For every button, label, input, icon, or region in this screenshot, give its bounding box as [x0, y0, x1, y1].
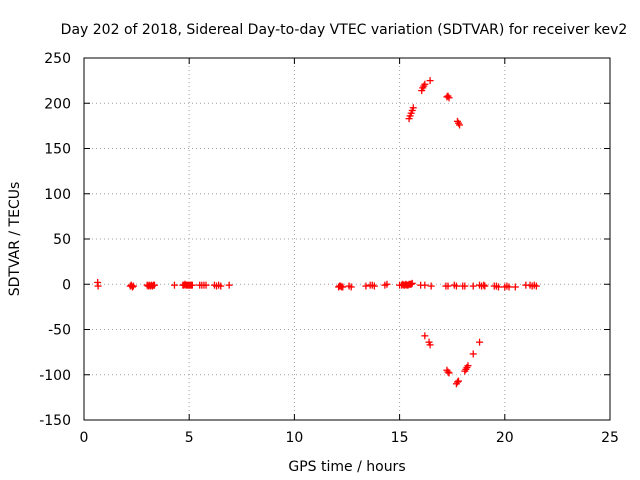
- y-tick-label: 150: [44, 142, 71, 158]
- data-point: [421, 281, 429, 289]
- chart-title: Day 202 of 2018, Sidereal Day-to-day VTE…: [61, 22, 628, 38]
- data-point: [129, 282, 137, 290]
- data-point: [128, 283, 136, 291]
- y-tick-label: 200: [44, 96, 71, 112]
- data-point: [225, 281, 233, 289]
- x-tick-label: 20: [496, 430, 514, 446]
- data-point: [427, 282, 435, 290]
- data-point: [464, 362, 472, 370]
- data-point: [445, 94, 453, 102]
- data-point: [494, 283, 502, 291]
- data-point: [170, 281, 178, 289]
- data-point: [476, 338, 484, 346]
- data-point: [347, 283, 355, 291]
- data-point: [421, 80, 429, 88]
- data-point: [445, 369, 453, 377]
- data-point: [453, 378, 461, 386]
- data-point: [362, 282, 370, 290]
- data-point: [150, 281, 158, 289]
- data-point: [469, 282, 477, 290]
- x-tick-label: 10: [285, 430, 303, 446]
- data-point: [480, 281, 488, 289]
- data-point: [426, 77, 434, 85]
- x-tick-label: 5: [185, 430, 194, 446]
- data-point: [532, 282, 540, 290]
- data-point: [383, 280, 391, 288]
- data-point: [455, 377, 463, 385]
- x-tick-label: 0: [80, 430, 89, 446]
- data-point: [408, 279, 416, 287]
- x-tick-label: 15: [391, 430, 409, 446]
- y-tick-label: 50: [53, 232, 71, 248]
- data-point: [505, 283, 513, 291]
- y-tick-label: -50: [48, 323, 71, 339]
- y-tick-label: 100: [44, 187, 71, 203]
- data-point: [202, 281, 210, 289]
- x-axis-label: GPS time / hours: [288, 459, 405, 475]
- y-tick-label: -150: [39, 413, 71, 429]
- data-point: [461, 282, 469, 290]
- y-tick-label: 0: [62, 277, 71, 293]
- data-point: [481, 282, 489, 290]
- x-tick-label: 25: [601, 430, 619, 446]
- y-tick-label: -100: [39, 368, 71, 384]
- data-point: [407, 280, 415, 288]
- grid-lines: [84, 58, 610, 420]
- y-axis-label: SDTVAR / TECUs: [7, 182, 23, 297]
- data-point: [444, 282, 452, 290]
- data-point: [452, 282, 460, 290]
- plot-frame: [83, 57, 611, 421]
- data-point: [444, 368, 452, 376]
- data-point: [370, 282, 378, 290]
- data-point: [511, 283, 519, 291]
- data-point: [94, 282, 102, 290]
- data-point: [469, 350, 477, 358]
- y-tick-label: 250: [44, 51, 71, 67]
- data-point: [409, 104, 417, 112]
- data-point: [188, 281, 196, 289]
- data-point: [421, 332, 429, 340]
- data-point: [339, 283, 347, 291]
- data-points: [94, 77, 540, 388]
- data-point: [217, 282, 225, 290]
- data-point: [426, 341, 434, 349]
- data-point: [456, 121, 464, 129]
